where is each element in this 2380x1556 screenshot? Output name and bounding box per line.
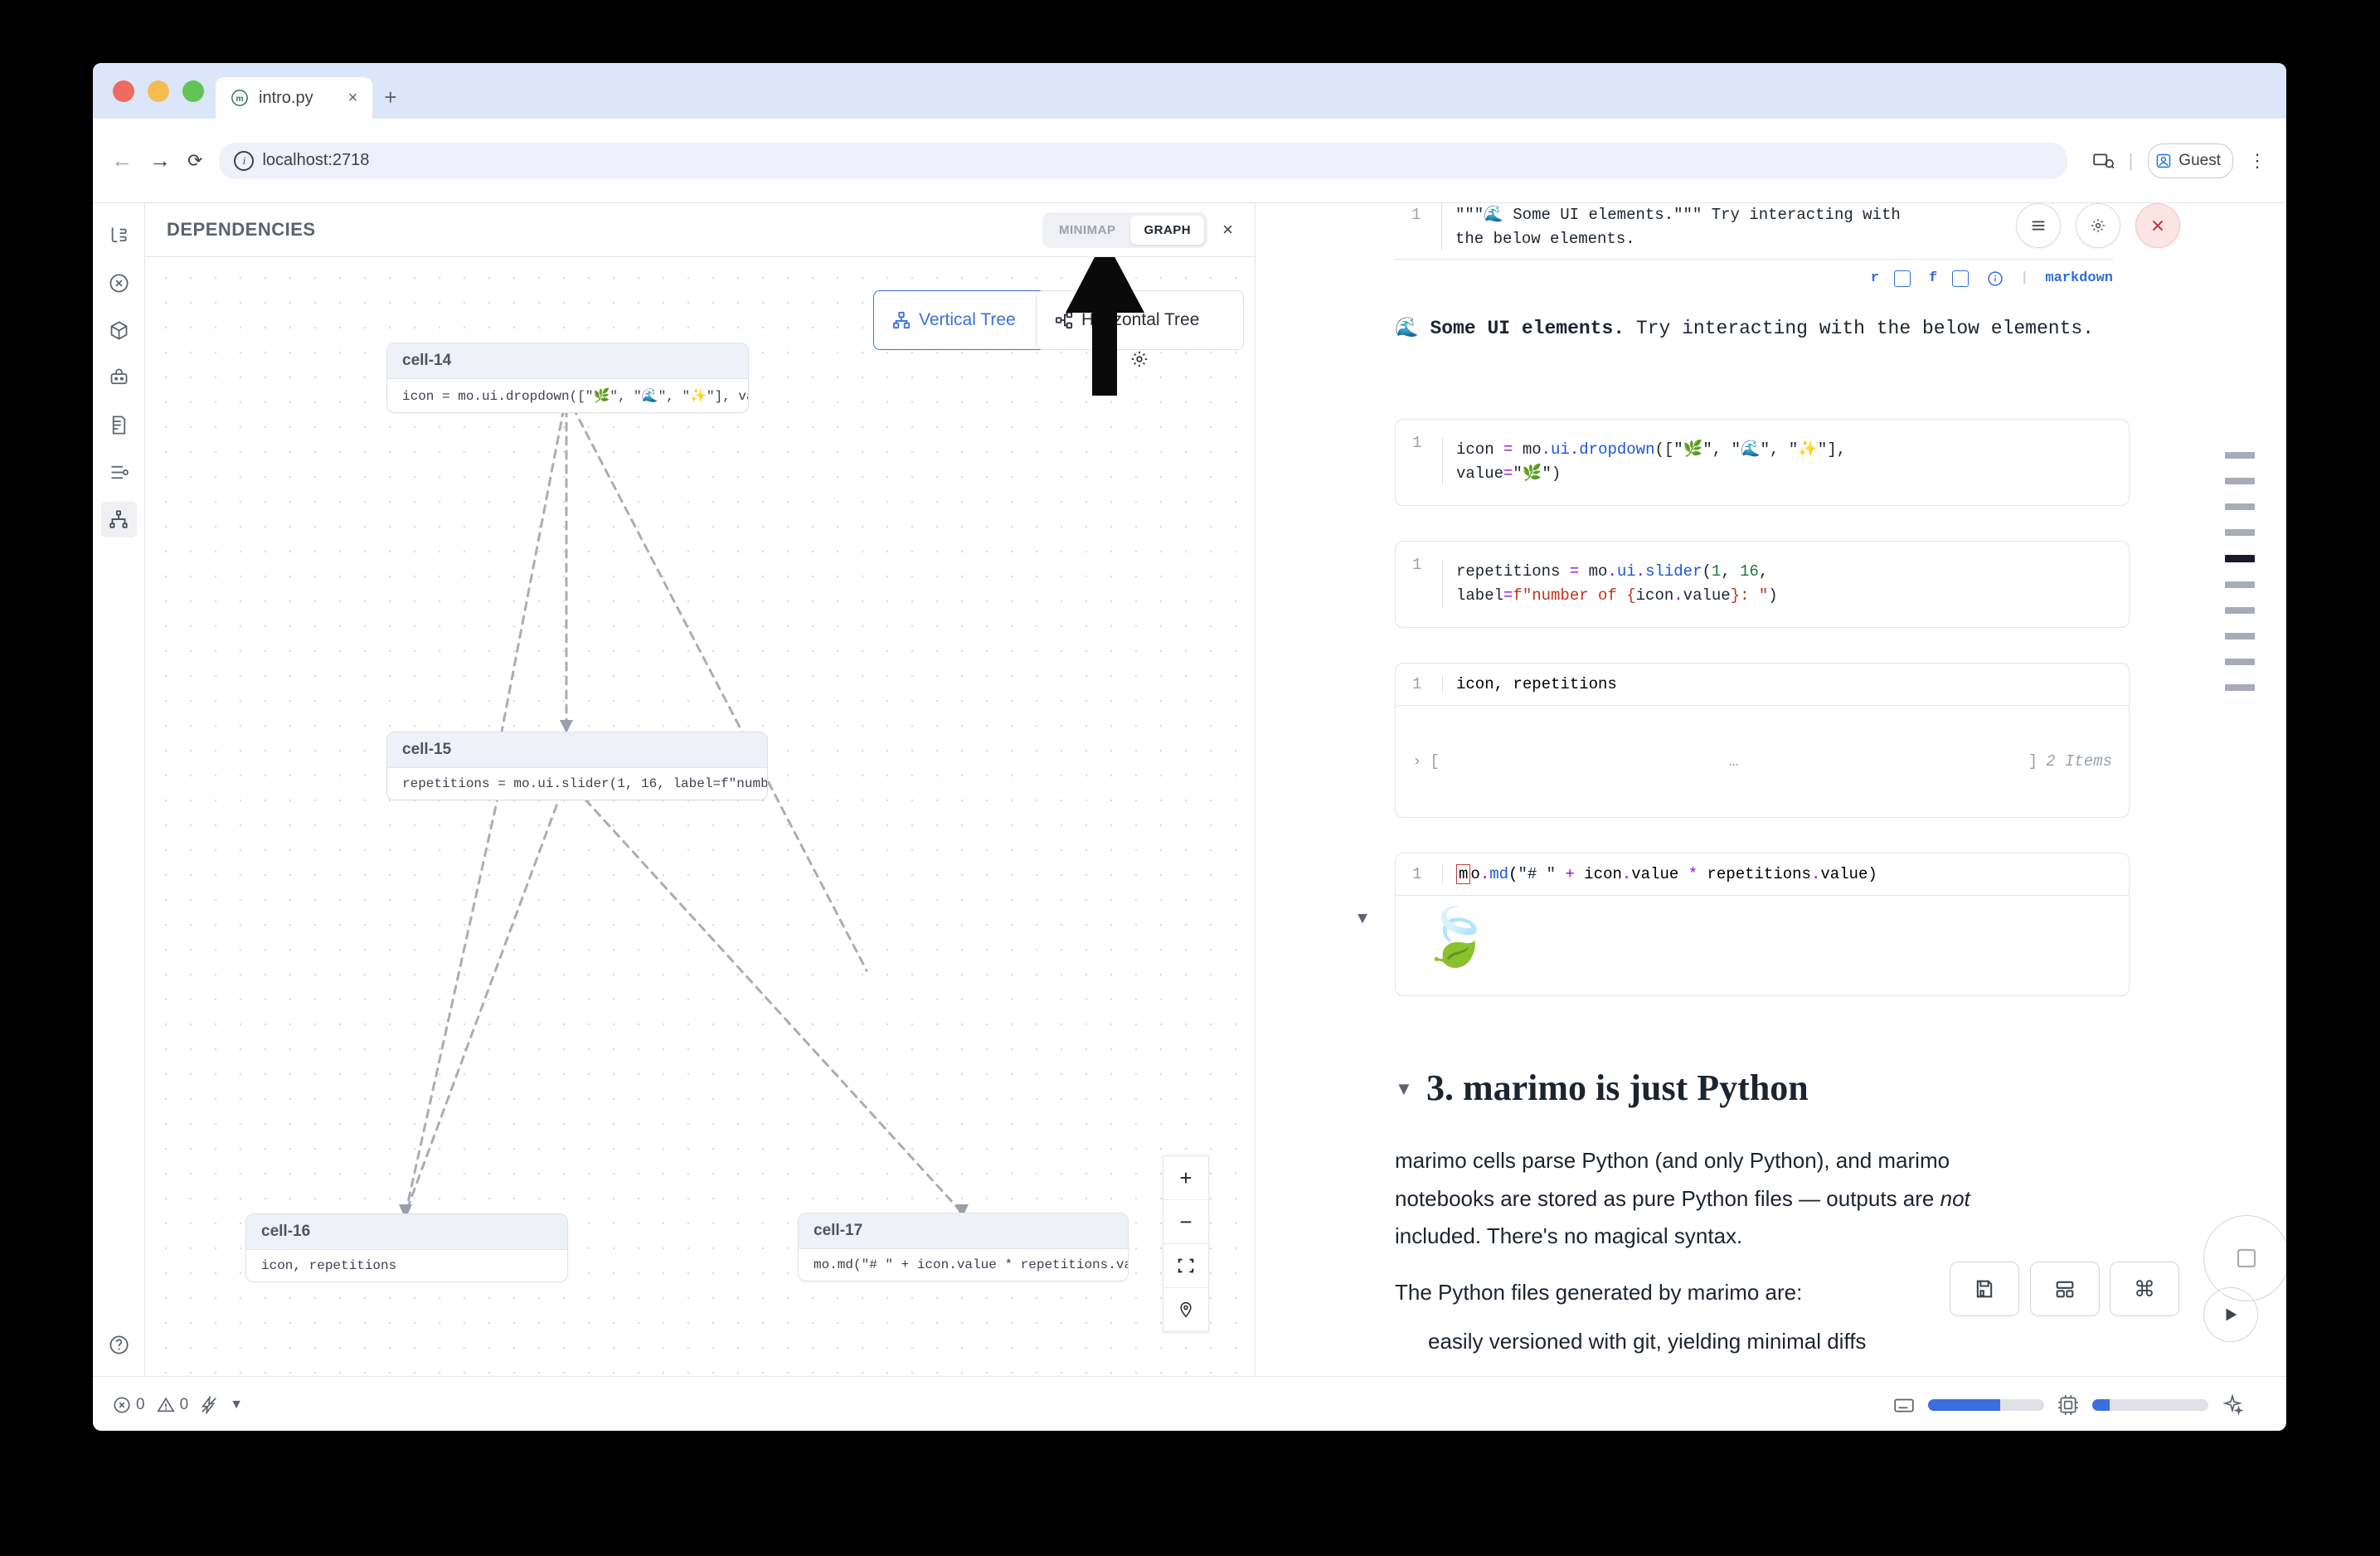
svg-text:m: m (236, 95, 244, 104)
